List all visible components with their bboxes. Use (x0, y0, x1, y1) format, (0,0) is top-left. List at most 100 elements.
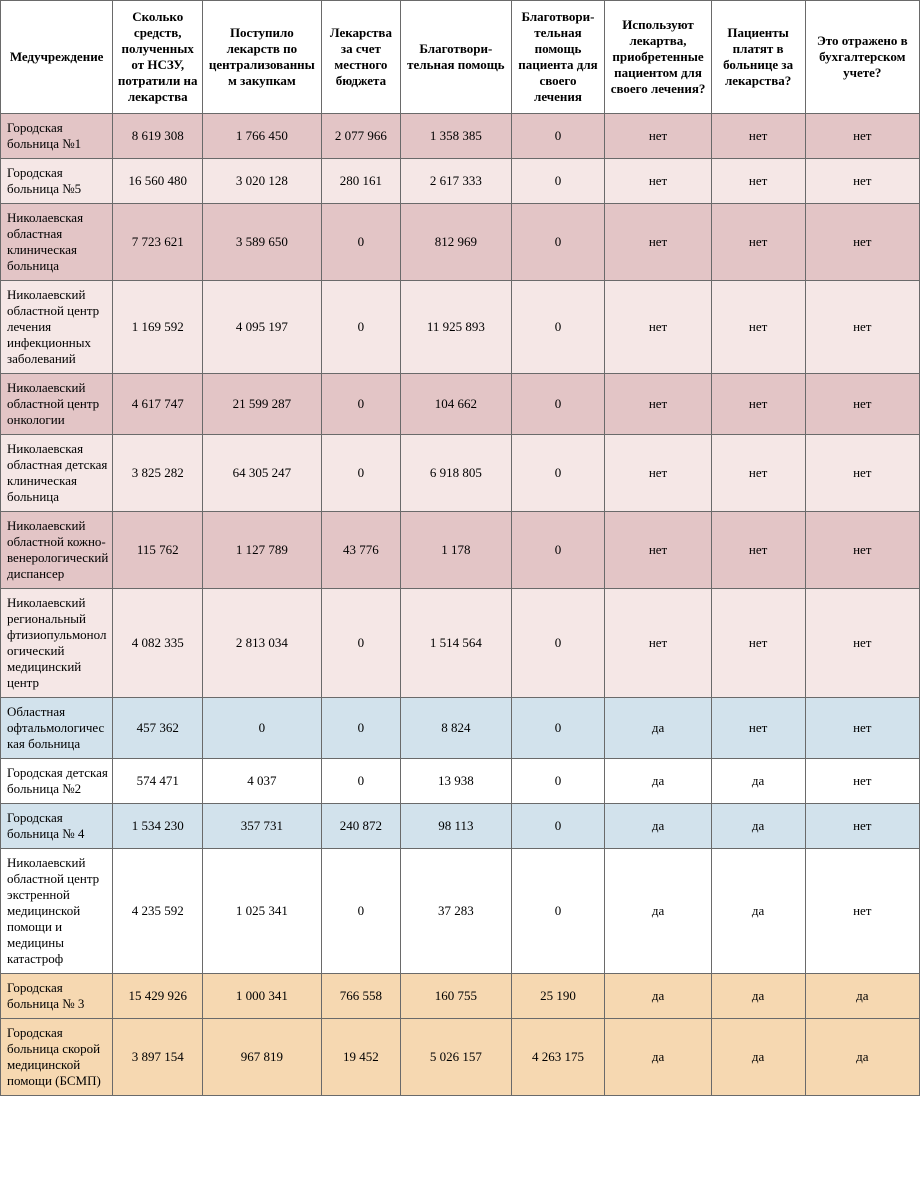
cell-institution-name: Городская больница №1 (1, 114, 113, 159)
cell-numeric: 1 534 230 (113, 804, 203, 849)
cell-numeric: 1 169 592 (113, 281, 203, 374)
cell-text: нет (805, 374, 919, 435)
cell-text: нет (805, 759, 919, 804)
cell-text: нет (711, 281, 805, 374)
cell-numeric: 0 (511, 374, 605, 435)
table-header-row: Медучреждение Сколько средств, полученны… (1, 1, 920, 114)
cell-numeric: 1 514 564 (401, 589, 511, 698)
cell-numeric: 4 235 592 (113, 849, 203, 974)
cell-text: нет (805, 512, 919, 589)
cell-institution-name: Городская больница скорой медицинской по… (1, 1019, 113, 1096)
cell-numeric: 43 776 (321, 512, 401, 589)
cell-text: да (805, 1019, 919, 1096)
cell-institution-name: Городская больница №5 (1, 159, 113, 204)
cell-institution-name: Николаевская областная клиническая больн… (1, 204, 113, 281)
cell-numeric: 6 918 805 (401, 435, 511, 512)
cell-numeric: 0 (511, 159, 605, 204)
cell-numeric: 25 190 (511, 974, 605, 1019)
cell-numeric: 0 (511, 589, 605, 698)
cell-institution-name: Николаевский областной центр онкологии (1, 374, 113, 435)
table-row: Городская больница скорой медицинской по… (1, 1019, 920, 1096)
cell-institution-name: Городская детская больница №2 (1, 759, 113, 804)
cell-text: нет (711, 589, 805, 698)
cell-numeric: 1 358 385 (401, 114, 511, 159)
cell-numeric: 160 755 (401, 974, 511, 1019)
cell-institution-name: Николаевский региональный фтизиопульмоно… (1, 589, 113, 698)
cell-numeric: 0 (321, 204, 401, 281)
cell-institution-name: Областная офтальмологическая больница (1, 698, 113, 759)
cell-numeric: 0 (321, 281, 401, 374)
cell-numeric: 4 095 197 (203, 281, 321, 374)
cell-text: нет (711, 698, 805, 759)
table-row: Николаевская областная клиническая больн… (1, 204, 920, 281)
table-row: Николаевский региональный фтизиопульмоно… (1, 589, 920, 698)
cell-numeric: 8 619 308 (113, 114, 203, 159)
cell-text: нет (805, 281, 919, 374)
cell-text: нет (605, 374, 711, 435)
cell-numeric: 1 025 341 (203, 849, 321, 974)
cell-text: да (711, 1019, 805, 1096)
cell-numeric: 2 077 966 (321, 114, 401, 159)
table-row: Николаевский областной центр онкологии4 … (1, 374, 920, 435)
cell-numeric: 0 (203, 698, 321, 759)
cell-text: да (805, 974, 919, 1019)
cell-text: нет (805, 589, 919, 698)
col-header: Медучреждение (1, 1, 113, 114)
cell-numeric: 0 (511, 114, 605, 159)
cell-numeric: 104 662 (401, 374, 511, 435)
cell-numeric: 21 599 287 (203, 374, 321, 435)
table-body: Городская больница №18 619 3081 766 4502… (1, 114, 920, 1096)
cell-numeric: 574 471 (113, 759, 203, 804)
cell-text: да (711, 849, 805, 974)
cell-text: нет (711, 114, 805, 159)
cell-numeric: 98 113 (401, 804, 511, 849)
cell-text: да (605, 974, 711, 1019)
cell-institution-name: Городская больница № 3 (1, 974, 113, 1019)
cell-numeric: 115 762 (113, 512, 203, 589)
cell-numeric: 0 (511, 759, 605, 804)
cell-numeric: 3 020 128 (203, 159, 321, 204)
cell-numeric: 7 723 621 (113, 204, 203, 281)
cell-text: нет (605, 159, 711, 204)
medications-table: Медучреждение Сколько средств, полученны… (0, 0, 920, 1096)
cell-text: да (711, 759, 805, 804)
cell-numeric: 64 305 247 (203, 435, 321, 512)
cell-text: нет (805, 114, 919, 159)
cell-numeric: 457 362 (113, 698, 203, 759)
cell-numeric: 3 589 650 (203, 204, 321, 281)
cell-institution-name: Николаевская областная детская клиническ… (1, 435, 113, 512)
cell-text: да (605, 849, 711, 974)
cell-text: нет (605, 281, 711, 374)
table-row: Городская больница № 315 429 9261 000 34… (1, 974, 920, 1019)
cell-numeric: 0 (511, 849, 605, 974)
cell-institution-name: Николаевский областной кожно-венерологич… (1, 512, 113, 589)
cell-numeric: 0 (511, 698, 605, 759)
cell-numeric: 4 617 747 (113, 374, 203, 435)
cell-numeric: 15 429 926 (113, 974, 203, 1019)
table-row: Областная офтальмологическая больница457… (1, 698, 920, 759)
cell-institution-name: Городская больница № 4 (1, 804, 113, 849)
cell-text: нет (711, 204, 805, 281)
cell-numeric: 13 938 (401, 759, 511, 804)
cell-numeric: 4 082 335 (113, 589, 203, 698)
cell-text: нет (711, 435, 805, 512)
cell-text: нет (805, 849, 919, 974)
cell-text: да (711, 974, 805, 1019)
cell-numeric: 280 161 (321, 159, 401, 204)
cell-numeric: 0 (321, 435, 401, 512)
cell-numeric: 0 (511, 804, 605, 849)
cell-text: нет (605, 435, 711, 512)
cell-numeric: 2 813 034 (203, 589, 321, 698)
col-header: Лекарства за счет местного бюджета (321, 1, 401, 114)
col-header: Используют лекартва, приобретенные пацие… (605, 1, 711, 114)
table-row: Городская больница №516 560 4803 020 128… (1, 159, 920, 204)
cell-numeric: 19 452 (321, 1019, 401, 1096)
cell-text: нет (805, 804, 919, 849)
cell-numeric: 3 825 282 (113, 435, 203, 512)
cell-numeric: 4 037 (203, 759, 321, 804)
table-row: Николаевский областной центр лечения инф… (1, 281, 920, 374)
cell-numeric: 37 283 (401, 849, 511, 974)
cell-text: да (605, 804, 711, 849)
col-header: Сколько средств, полученных от НСЗУ, пот… (113, 1, 203, 114)
cell-numeric: 0 (511, 204, 605, 281)
